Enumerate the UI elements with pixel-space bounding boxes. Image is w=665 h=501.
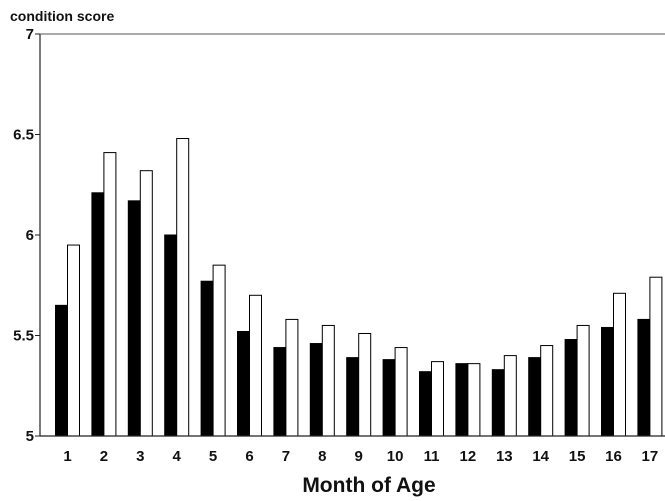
y-tick-label: 6.5 <box>13 127 34 144</box>
bar-hollow-17 <box>649 276 663 437</box>
bar-hollow-9 <box>358 332 372 437</box>
x-tick-label: 8 <box>318 448 326 465</box>
bar-hollow-10 <box>394 347 408 437</box>
x-tick-label: 12 <box>460 448 477 465</box>
x-tick-label: 9 <box>355 448 363 465</box>
x-tick-label: 4 <box>173 448 182 465</box>
x-tick-label: 14 <box>532 448 549 465</box>
x-tick-label: 6 <box>245 448 253 465</box>
bar-solid-11 <box>419 371 432 437</box>
y-axis-title: condition score <box>10 8 114 24</box>
bar-hollow-3 <box>139 170 153 437</box>
bar-hollow-7 <box>285 318 299 437</box>
y-tick-label: 6 <box>26 227 34 244</box>
bar-solid-7 <box>273 347 287 437</box>
bar-hollow-11 <box>431 361 444 437</box>
x-tick-label: 1 <box>63 448 71 465</box>
bar-hollow-14 <box>540 345 554 437</box>
bar-hollow-6 <box>249 294 262 437</box>
bar-solid-4 <box>164 234 178 437</box>
y-tick-label: 5 <box>26 428 34 445</box>
bar-hollow-16 <box>613 292 626 437</box>
bar-hollow-4 <box>176 138 190 437</box>
x-tick-label: 17 <box>642 448 659 465</box>
x-tick-label: 16 <box>605 448 622 465</box>
bar-solid-9 <box>346 357 360 437</box>
bars-group <box>55 138 663 437</box>
x-tick-label: 7 <box>282 448 290 465</box>
bar-hollow-12 <box>467 363 481 437</box>
x-tick-label: 10 <box>387 448 404 465</box>
x-tick-label: 13 <box>496 448 513 465</box>
x-tick-label: 3 <box>136 448 144 465</box>
x-tick-label: 11 <box>424 448 440 465</box>
bar-solid-12 <box>455 363 469 437</box>
x-tick-label: 15 <box>569 448 586 465</box>
bar-hollow-15 <box>576 324 590 437</box>
bar-solid-3 <box>127 200 141 437</box>
bar-hollow-2 <box>103 152 117 437</box>
x-tick-label: 5 <box>209 448 217 465</box>
bar-hollow-13 <box>503 355 517 437</box>
bar-solid-6 <box>237 330 250 437</box>
bar-solid-5 <box>200 280 214 437</box>
bar-solid-13 <box>491 369 505 437</box>
y-tick-label: 5.5 <box>13 328 34 345</box>
bar-solid-16 <box>601 326 614 437</box>
bar-solid-8 <box>309 343 323 437</box>
bar-solid-17 <box>637 318 651 437</box>
bar-solid-14 <box>528 357 542 437</box>
bar-solid-15 <box>564 339 578 437</box>
x-axis-title: Month of Age <box>302 474 435 497</box>
bar-solid-2 <box>91 192 105 437</box>
y-tick-label: 7 <box>26 26 34 43</box>
x-tick-label: 2 <box>100 448 108 465</box>
bar-hollow-8 <box>321 324 335 437</box>
bar-solid-1 <box>55 304 68 437</box>
bar-hollow-5 <box>212 264 226 437</box>
bar-hollow-1 <box>67 244 80 437</box>
bar-solid-10 <box>382 359 396 437</box>
y-axis: 5 5.5 6 6.5 7 <box>13 26 40 445</box>
x-axis: 123456789101112131415161718 <box>63 448 659 465</box>
